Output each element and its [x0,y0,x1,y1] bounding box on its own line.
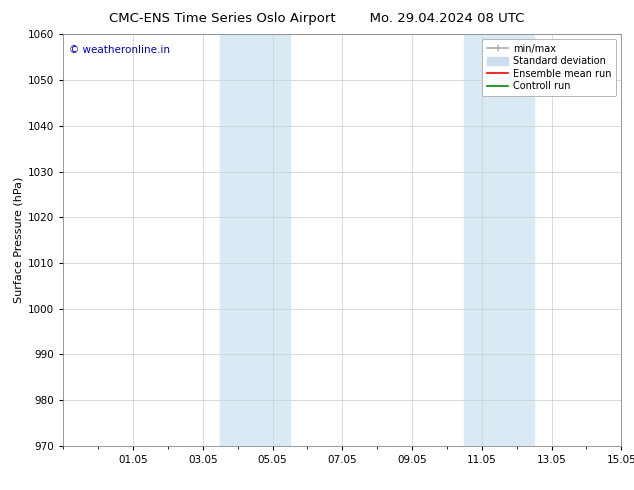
Text: CMC-ENS Time Series Oslo Airport        Mo. 29.04.2024 08 UTC: CMC-ENS Time Series Oslo Airport Mo. 29.… [109,12,525,25]
Legend: min/max, Standard deviation, Ensemble mean run, Controll run: min/max, Standard deviation, Ensemble me… [482,39,616,96]
Y-axis label: Surface Pressure (hPa): Surface Pressure (hPa) [14,177,24,303]
Bar [221,34,290,446]
Bar [464,34,534,446]
Text: © weatheronline.in: © weatheronline.in [69,45,170,54]
